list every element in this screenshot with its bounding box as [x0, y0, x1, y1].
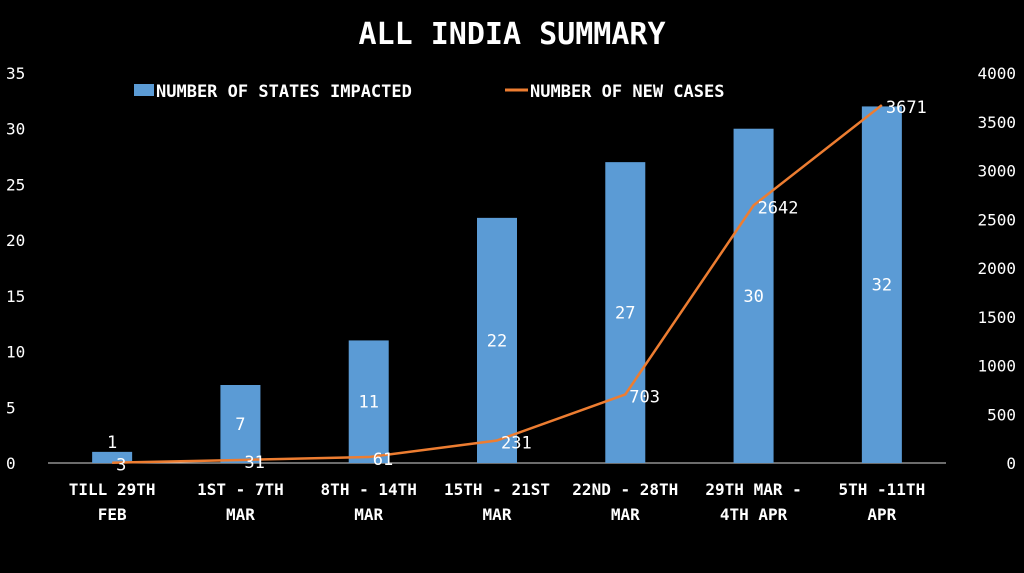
line-data-label: 3 [116, 456, 126, 476]
legend-bar-swatch [134, 84, 154, 96]
right-tick-label: 4000 [977, 64, 1016, 83]
right-tick-label: 2500 [977, 210, 1016, 229]
category-label: 1ST - 7TH MAR [197, 480, 284, 524]
bar-data-label: 11 [358, 393, 378, 413]
left-tick-label: 20 [6, 231, 25, 250]
bar [861, 106, 902, 463]
left-tick-label: 25 [6, 175, 25, 194]
category-label: 8TH - 14TH MAR [321, 480, 417, 524]
bar-data-label: 32 [872, 276, 892, 296]
left-tick-label: 35 [6, 64, 25, 83]
bar [733, 128, 774, 463]
bar-data-label: 27 [615, 304, 635, 324]
bar [348, 340, 389, 463]
left-tick-label: 10 [6, 343, 25, 362]
line-data-label: 703 [629, 387, 660, 407]
right-y-axis: 0 500 1000 1500 2000 2500 3000 3500 4000 [977, 64, 1016, 473]
left-y-axis: 0 5 10 15 20 25 30 35 [6, 64, 25, 473]
legend: NUMBER OF STATES IMPACTED NUMBER OF NEW … [134, 82, 724, 102]
category-label: TILL 29TH FEB [69, 480, 156, 524]
chart-title: ALL INDIA SUMMARY [358, 17, 665, 52]
right-tick-label: 500 [987, 405, 1016, 424]
category-label: 15TH - 21ST MAR [444, 480, 550, 524]
left-tick-label: 0 [6, 454, 16, 473]
bar [220, 385, 261, 463]
bar-data-label: 7 [235, 415, 245, 435]
legend-bar-label: NUMBER OF STATES IMPACTED [156, 82, 412, 102]
line-data-label: 2642 [758, 198, 799, 218]
bar-data-label: 1 [107, 433, 117, 453]
left-tick-label: 5 [6, 398, 16, 417]
line-data-label: 31 [244, 453, 264, 473]
right-tick-label: 1500 [977, 308, 1016, 327]
left-tick-label: 15 [6, 287, 25, 306]
x-axis-labels: TILL 29TH FEB 1ST - 7TH MAR 8TH - 14TH MAR 15T… [69, 480, 925, 524]
category-label: 29TH MAR -4TH APR [705, 480, 801, 524]
line-data-label: 3671 [886, 98, 927, 118]
right-tick-label: 2000 [977, 259, 1016, 278]
line-data-label: 231 [501, 433, 532, 453]
bar [92, 451, 133, 463]
left-tick-label: 30 [6, 120, 25, 139]
new-cases-line [112, 104, 883, 464]
line-data-label: 61 [373, 450, 393, 470]
bar-data-label: 22 [487, 331, 507, 351]
legend-line-label: NUMBER OF NEW CASES [530, 82, 724, 102]
right-tick-label: 1000 [977, 357, 1016, 376]
bar [605, 162, 646, 463]
right-tick-label: 3000 [977, 162, 1016, 181]
category-label: 22ND - 28TH MAR [572, 480, 678, 524]
right-tick-label: 0 [1006, 454, 1016, 473]
line-series: 3 31 61 231 703 2642 3671 [112, 98, 927, 476]
bar-data-label: 30 [743, 287, 763, 307]
bar [477, 217, 517, 463]
bar-series: 1 7 11 22 27 30 32 [92, 106, 902, 463]
category-label: 5TH -11TH APR [839, 480, 926, 524]
right-tick-label: 3500 [977, 113, 1016, 132]
